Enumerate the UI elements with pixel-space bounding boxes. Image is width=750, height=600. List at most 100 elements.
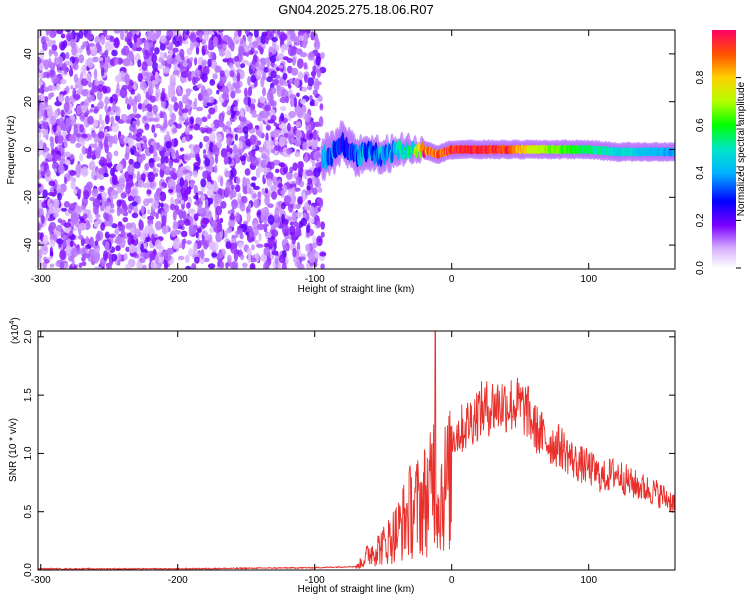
- noise-cell: [118, 221, 123, 227]
- noise-cell: [247, 86, 253, 97]
- noise-cell: [279, 97, 288, 104]
- noise-cell: [151, 124, 156, 134]
- noise-cell: [167, 84, 176, 92]
- noise-cell: [224, 170, 231, 178]
- y-tick-label: 2.0: [23, 329, 34, 343]
- snr-y-axis-label: SNR (10 * v/v): [8, 418, 19, 482]
- noise-cell: [105, 205, 111, 211]
- spectrogram-y-axis-label: Frequency (Hz): [6, 116, 17, 185]
- noise-cell: [315, 162, 321, 168]
- noise-cell: [302, 192, 306, 202]
- noise-cell: [130, 89, 135, 95]
- noise-cell: [153, 132, 157, 138]
- noise-cell: [195, 46, 200, 55]
- noise-cell: [131, 212, 139, 219]
- noise-cell: [182, 94, 189, 104]
- signal-band: [320, 120, 675, 182]
- noise-cell: [317, 187, 323, 193]
- noise-cell: [63, 125, 70, 132]
- noise-cell: [280, 112, 284, 122]
- noise-cell: [202, 65, 210, 76]
- noise-cell: [257, 146, 264, 153]
- noise-cell: [238, 46, 245, 57]
- noise-cell: [220, 148, 228, 158]
- noise-cell: [307, 77, 315, 87]
- noise-cell: [248, 187, 253, 195]
- noise-cell: [283, 43, 289, 51]
- noise-cell: [58, 117, 65, 128]
- noise-cell: [289, 94, 297, 99]
- noise-cell: [236, 72, 241, 83]
- noise-cell: [83, 190, 90, 200]
- noise-cell: [227, 254, 232, 263]
- noise-cell: [235, 184, 241, 193]
- noise-cell: [273, 122, 277, 127]
- noise-cell: [93, 68, 98, 80]
- noise-cell: [110, 167, 115, 177]
- noise-cell: [148, 182, 155, 188]
- noise-cell: [206, 102, 214, 107]
- noise-cell: [108, 141, 113, 148]
- noise-cell: [262, 87, 266, 97]
- noise-cell: [219, 176, 224, 187]
- noise-cell: [306, 185, 311, 191]
- noise-cell: [146, 103, 153, 112]
- noise-cell: [256, 243, 264, 248]
- noise-cell: [287, 216, 293, 222]
- noise-cell: [283, 132, 289, 138]
- noise-cell: [208, 107, 216, 115]
- noise-cell: [260, 76, 265, 88]
- noise-cell: [70, 85, 74, 90]
- noise-cell: [49, 30, 57, 39]
- noise-cell: [143, 242, 148, 249]
- noise-cell: [45, 169, 51, 178]
- noise-cell: [149, 211, 157, 217]
- noise-cell: [289, 183, 297, 188]
- noise-cell: [316, 220, 321, 229]
- noise-cell: [303, 62, 308, 70]
- noise-cell: [305, 243, 311, 252]
- noise-cell: [253, 199, 261, 209]
- noise-cell: [320, 231, 325, 238]
- noise-cell: [230, 261, 237, 269]
- noise-cell: [129, 164, 134, 173]
- noise-cell: [182, 62, 188, 67]
- noise-cell: [304, 152, 309, 164]
- noise-cell: [178, 155, 186, 160]
- noise-cell: [283, 82, 289, 87]
- noise-cell: [50, 139, 55, 149]
- noise-cell: [224, 158, 230, 164]
- noise-cell: [192, 170, 198, 178]
- noise-cell: [102, 85, 108, 94]
- noise-cell: [267, 214, 275, 225]
- noise-cell: [72, 87, 76, 99]
- noise-cell: [69, 230, 73, 236]
- noise-cell: [275, 168, 280, 174]
- noise-cell: [111, 122, 119, 133]
- noise-cell: [63, 138, 68, 149]
- noise-cell: [209, 96, 215, 104]
- noise-cell: [168, 178, 175, 185]
- noise-cell: [141, 102, 146, 113]
- noise-cell: [175, 150, 179, 160]
- noise-cell: [175, 123, 182, 129]
- noise-cell: [260, 208, 266, 216]
- noise-cell: [40, 170, 46, 175]
- noise-cell: [140, 205, 145, 215]
- noise-cell: [108, 208, 115, 214]
- noise-cell: [257, 223, 265, 231]
- noise-cell: [125, 96, 129, 105]
- noise-cell: [270, 47, 277, 55]
- noise-cell: [133, 228, 140, 236]
- noise-cell: [215, 154, 219, 164]
- noise-cell: [47, 192, 55, 196]
- noise-cell: [174, 198, 180, 205]
- noise-cell: [65, 52, 70, 60]
- noise-cell: [124, 263, 132, 269]
- noise-cell: [270, 87, 277, 95]
- noise-cell: [319, 103, 324, 109]
- noise-cell: [278, 206, 283, 214]
- noise-cell: [70, 213, 79, 224]
- noise-cell: [314, 251, 320, 259]
- colorbar-tick-label: 0.6: [695, 118, 706, 132]
